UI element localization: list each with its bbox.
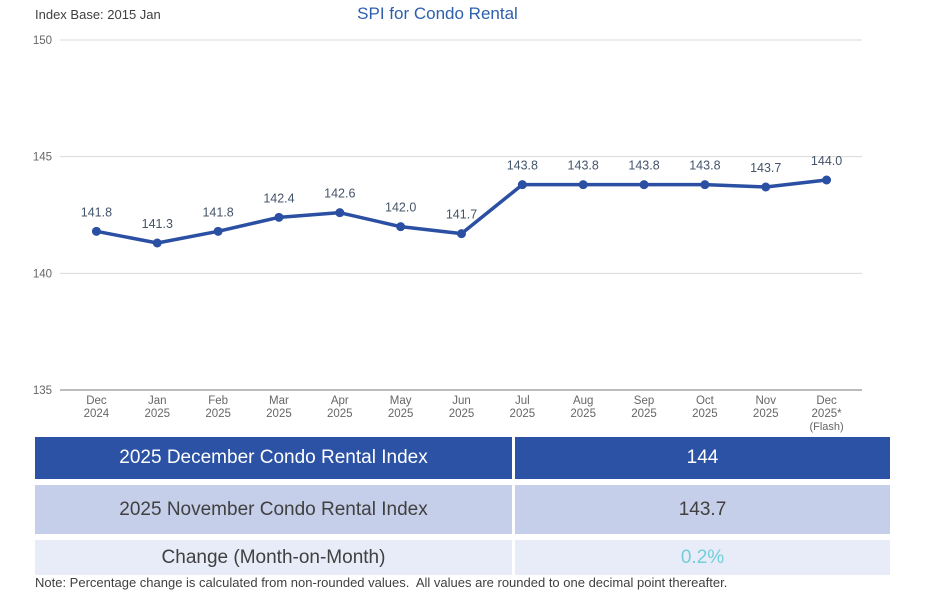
x-tick-year: 2025 <box>692 408 718 420</box>
x-tick-year: 2025 <box>753 408 779 420</box>
x-tick-year: 2025 <box>388 408 414 420</box>
data-point <box>517 180 527 190</box>
data-point <box>578 180 588 190</box>
chart-title: SPI for Condo Rental <box>357 4 518 23</box>
x-tick-year: 2025 <box>144 408 170 420</box>
data-point-label: 143.8 <box>689 159 720 173</box>
data-point <box>639 180 649 190</box>
data-point-label: 143.7 <box>750 161 781 175</box>
data-point-label: 142.0 <box>385 201 416 215</box>
x-tick-year: 2025 <box>266 408 292 420</box>
table-row-value: 0.2% <box>515 540 890 575</box>
x-tick-month: Apr <box>331 395 349 407</box>
table-row-label: 2025 November Condo Rental Index <box>35 485 512 534</box>
x-tick-year: 2024 <box>84 408 110 420</box>
footnote: Note: Percentage change is calculated fr… <box>35 575 728 590</box>
x-tick-month: Dec <box>86 395 107 407</box>
data-point <box>457 229 466 239</box>
data-point-label: 141.7 <box>446 208 477 222</box>
y-tick-label: 145 <box>33 152 52 164</box>
data-point <box>91 226 101 236</box>
x-tick-year: 2025 <box>449 408 475 420</box>
x-tick-year: 2025 <box>631 408 657 420</box>
data-point <box>152 238 162 248</box>
x-tick-month: Nov <box>756 395 777 407</box>
spi-line-chart: 135 140 145 150 141.8 141.3 141.8 142.4 142.6 142… <box>33 35 862 433</box>
y-tick-label: 140 <box>33 268 52 280</box>
data-point <box>213 226 223 236</box>
data-point-label: 143.8 <box>507 159 538 173</box>
data-point <box>274 212 284 222</box>
data-point <box>700 180 710 190</box>
summary-table: 2025 December Condo Rental Index 144 202… <box>35 437 890 575</box>
table-row: 2025 November Condo Rental Index 143.7 <box>35 485 890 534</box>
table-row-value: 143.7 <box>515 485 890 534</box>
x-tick-month: Mar <box>269 395 289 407</box>
data-point <box>396 222 406 232</box>
x-tick-year: 2025 <box>327 408 353 420</box>
data-point-label: 141.8 <box>81 205 112 219</box>
data-point-label: 143.8 <box>628 159 659 173</box>
x-tick-year: 2025* <box>812 408 843 420</box>
data-point <box>761 182 771 192</box>
data-point-label: 144.0 <box>811 154 842 168</box>
x-tick-month: Aug <box>573 395 593 407</box>
x-tick-year: 2025 <box>570 408 596 420</box>
x-tick-month: May <box>390 395 412 407</box>
data-point-label: 141.3 <box>142 217 173 231</box>
index-base-label: Index Base: 2015 Jan <box>35 7 161 22</box>
x-tick-month: Jun <box>452 395 471 407</box>
x-tick-flash-note: (Flash) <box>809 421 843 433</box>
data-point-label: 142.6 <box>324 187 355 201</box>
x-tick-month: Dec <box>816 395 837 407</box>
data-point-label: 142.4 <box>263 191 294 205</box>
y-tick-label: 135 <box>33 385 52 397</box>
y-tick-label: 150 <box>33 35 52 47</box>
table-row: Change (Month-on-Month) 0.2% <box>35 540 890 575</box>
x-tick-month: Jan <box>148 395 167 407</box>
table-row-value: 144 <box>515 437 890 479</box>
data-point-label: 141.8 <box>202 205 233 219</box>
x-tick-month: Sep <box>634 395 654 407</box>
x-tick-month: Oct <box>696 395 715 407</box>
table-row-label: Change (Month-on-Month) <box>35 540 512 575</box>
data-point <box>822 175 832 185</box>
x-tick-year: 2025 <box>510 408 536 420</box>
x-tick-year: 2025 <box>205 408 231 420</box>
table-row-label: 2025 December Condo Rental Index <box>35 437 512 479</box>
data-point-label: 143.8 <box>568 159 599 173</box>
table-row: 2025 December Condo Rental Index 144 <box>35 437 890 479</box>
data-point <box>335 208 345 218</box>
x-tick-month: Jul <box>515 395 530 407</box>
x-tick-month: Feb <box>208 395 228 407</box>
